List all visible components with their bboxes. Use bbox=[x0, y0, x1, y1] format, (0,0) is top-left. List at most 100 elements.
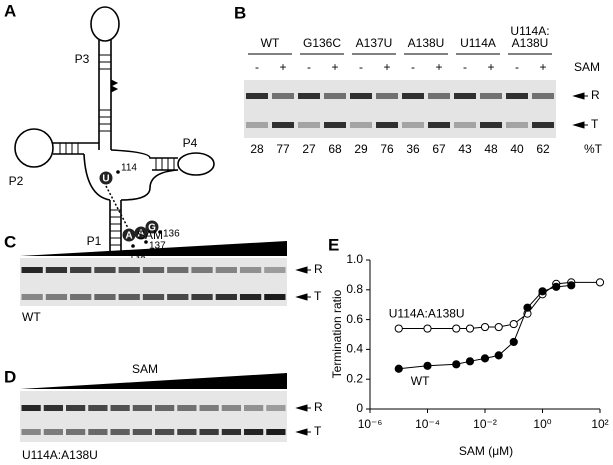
ligand-gradient bbox=[20, 373, 287, 389]
gel-band bbox=[70, 294, 92, 300]
band-arrow bbox=[295, 266, 311, 274]
y-tick-label: 1.0 bbox=[346, 252, 363, 266]
data-point bbox=[552, 282, 561, 291]
ligand-label: SAM bbox=[574, 60, 600, 74]
band-label: T bbox=[314, 424, 322, 438]
treatment-label: + bbox=[435, 60, 442, 74]
x-tick-label: 10⁻² bbox=[473, 417, 497, 431]
percent-value: 67 bbox=[432, 142, 446, 156]
data-point bbox=[423, 361, 432, 370]
panel-letter: A bbox=[4, 1, 16, 20]
percent-label: %T bbox=[584, 142, 603, 156]
gel-band bbox=[402, 93, 424, 99]
gel-band bbox=[532, 93, 554, 99]
x-tick-label: 10² bbox=[591, 417, 608, 431]
axes bbox=[369, 260, 600, 410]
lane-group-label: A138U bbox=[512, 36, 549, 50]
ligand-gradient bbox=[20, 241, 287, 256]
gel-band bbox=[244, 405, 264, 411]
treatment-label: + bbox=[487, 60, 494, 74]
gel-band bbox=[428, 93, 450, 99]
sample-label: WT bbox=[22, 310, 41, 324]
percent-value: 76 bbox=[380, 142, 394, 156]
gel-band bbox=[264, 267, 286, 273]
gel-band bbox=[454, 122, 476, 128]
gel-band bbox=[221, 405, 241, 411]
data-point bbox=[423, 324, 432, 333]
panel-letter: E bbox=[328, 235, 339, 254]
gel-band bbox=[298, 93, 320, 99]
gel-band bbox=[21, 405, 41, 411]
band-label: T bbox=[591, 117, 599, 131]
band-label: T bbox=[314, 289, 322, 303]
gel-band bbox=[43, 405, 63, 411]
gel-band bbox=[272, 93, 294, 99]
data-point bbox=[480, 322, 490, 332]
percent-value: 48 bbox=[484, 142, 498, 156]
stem-label: P2 bbox=[9, 174, 24, 188]
band-arrow bbox=[295, 404, 311, 412]
gel-band bbox=[21, 429, 41, 435]
gel-band bbox=[45, 294, 68, 300]
gel-band bbox=[244, 429, 264, 435]
data-point bbox=[452, 324, 461, 333]
gel-band bbox=[132, 405, 152, 411]
position-label: 137 bbox=[149, 241, 166, 252]
gel-band bbox=[94, 267, 116, 273]
gel-band bbox=[428, 122, 450, 128]
gel-band bbox=[506, 122, 528, 128]
gel-band bbox=[266, 405, 286, 411]
gel-band bbox=[88, 405, 108, 411]
gel-band bbox=[215, 294, 237, 300]
position-label: 114 bbox=[121, 163, 137, 174]
gel-band bbox=[239, 294, 262, 300]
series-line bbox=[398, 281, 600, 330]
ligand-label: SAM bbox=[137, 228, 163, 242]
gel bbox=[20, 391, 287, 442]
lane-group-label: A137U bbox=[356, 36, 393, 50]
treatment-label: + bbox=[539, 60, 546, 74]
gel bbox=[244, 80, 556, 138]
band-arrow bbox=[572, 92, 588, 100]
data-point bbox=[494, 351, 503, 360]
data-point bbox=[452, 360, 461, 369]
lane-group-label: U114A bbox=[460, 36, 496, 50]
lane-group-label: U114A: bbox=[510, 24, 549, 38]
lane-group-label: A138U bbox=[408, 36, 445, 50]
treatment-label: + bbox=[331, 60, 338, 74]
gel-band bbox=[246, 93, 268, 99]
gel-band bbox=[324, 93, 346, 99]
data-point bbox=[509, 337, 518, 347]
gel-band bbox=[177, 405, 197, 411]
gel-band bbox=[167, 267, 189, 273]
gel-band bbox=[88, 429, 108, 435]
percent-value: 43 bbox=[458, 142, 472, 156]
percent-value: 77 bbox=[276, 142, 290, 156]
y-tick-label: 0.2 bbox=[346, 371, 363, 385]
y-tick-label: 0.6 bbox=[346, 312, 363, 326]
gel-band bbox=[221, 429, 241, 435]
y-axis-label: Termination ratio bbox=[330, 289, 344, 378]
gel-band bbox=[239, 267, 262, 273]
data-point bbox=[509, 319, 518, 329]
treatment-label: - bbox=[255, 60, 259, 74]
percent-value: 27 bbox=[302, 142, 316, 156]
series-label: U114A:A138U bbox=[389, 307, 465, 321]
treatment-label: + bbox=[279, 60, 286, 74]
band-label: R bbox=[591, 88, 600, 102]
gel-band bbox=[199, 429, 219, 435]
gel-band bbox=[246, 122, 268, 128]
gel-band bbox=[142, 267, 165, 273]
treatment-label: - bbox=[307, 60, 311, 74]
nucleotide: U bbox=[102, 174, 109, 185]
treatment-label: - bbox=[515, 60, 519, 74]
percent-value: 29 bbox=[354, 142, 368, 156]
gel-band bbox=[142, 294, 165, 300]
data-point bbox=[595, 278, 605, 287]
gel-band bbox=[21, 294, 43, 300]
x-tick-label: 10⁻⁴ bbox=[415, 417, 440, 431]
band-arrow bbox=[295, 293, 311, 301]
lane-group-label: WT bbox=[261, 36, 280, 50]
gel-band bbox=[350, 122, 372, 128]
data-point bbox=[538, 287, 547, 296]
